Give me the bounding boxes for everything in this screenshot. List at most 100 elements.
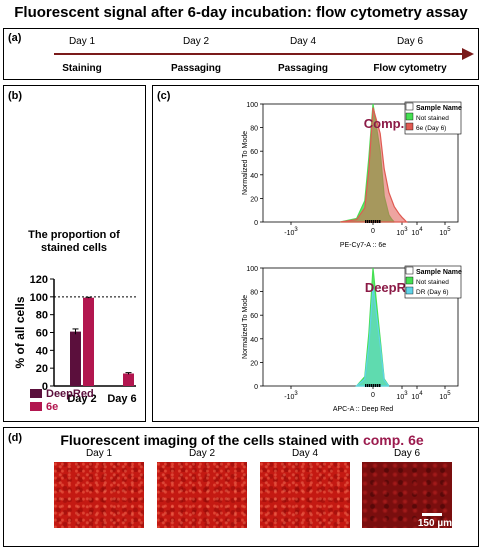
panel-c: (c) 0 20 40 60 80 100 Normalized To Mode -103 0 1… [152, 85, 479, 422]
hist-y-tick-label: 100 [246, 102, 258, 109]
hist-event-mark [377, 384, 379, 387]
hist-y-axis-label: Normalized To Mode [242, 295, 249, 359]
hist-event-mark [369, 384, 371, 387]
timeline-day-4: Day 4 [289, 36, 317, 47]
bar-y-tick-label: 120 [30, 274, 48, 286]
bar-y-tick-label: 100 [30, 292, 48, 304]
hist-legend-swatch [405, 112, 414, 121]
fluorescence-image-day-4 [260, 462, 350, 528]
hist-event-mark [377, 220, 379, 223]
bar-chart-title: The proportion of stained cells [28, 229, 120, 254]
scale-bar-label: 150 µm [417, 518, 452, 529]
hist-legend-header-swatch [405, 102, 414, 111]
hist-y-tick-label: 20 [250, 196, 258, 203]
hist-x-tick-label: 105 [439, 227, 451, 237]
panel-b: (b) The proportion of stained cells % of a… [3, 85, 146, 422]
hist-event-mark [365, 384, 367, 387]
hist-legend-title: Sample Name [416, 269, 462, 276]
timeline-arrow [54, 48, 474, 60]
panel-a: (a) Day 1 Day 2 Day 4 Day 6 Staining Pas… [3, 28, 479, 80]
bar-y-tick-label: 40 [36, 345, 48, 357]
hist-legend-swatch [405, 122, 414, 131]
hist-x-axis-label: APC-A :: Deep Red [333, 406, 393, 412]
panel-b-label: (b) [8, 90, 23, 102]
image-day-1-label: Day 1 [85, 448, 113, 459]
hist-x-tick-label: 103 [396, 391, 408, 401]
hist-event-mark [367, 384, 369, 387]
hist-legend-box [404, 101, 462, 135]
hist-x-tick-label: 103 [396, 227, 408, 237]
fluorescence-image-day-1 [54, 462, 144, 528]
bar-y-tick-label: 60 [36, 328, 48, 340]
legend-swatch [30, 389, 42, 398]
hist-event-mark [373, 220, 375, 223]
hist-legend-swatch [405, 276, 414, 285]
hist-event-mark [375, 384, 377, 387]
fluorescence-image-day-2 [157, 462, 247, 528]
bar [123, 373, 134, 386]
hist-event-mark [379, 220, 381, 223]
panel-a-label: (a) [8, 32, 22, 44]
hist-legend-label: 6e (Day 6) [416, 125, 446, 132]
hist-y-tick-label: 100 [246, 266, 258, 273]
panel-d-title: Fluorescent imaging of the cells stained… [4, 432, 480, 448]
legend-swatch [30, 402, 42, 411]
legend-label: DeepRed [46, 388, 94, 400]
timeline-day-2: Day 2 [182, 36, 210, 47]
hist-y-tick-label: 20 [250, 360, 258, 367]
hist-x-tick-label: 0 [371, 228, 375, 235]
timeline-stage-3: Passaging [277, 63, 329, 74]
hist-y-tick-label: 0 [254, 220, 258, 227]
hist-event-mark [365, 220, 367, 223]
image-day-6-label: Day 6 [393, 448, 421, 459]
bar-y-axis-label: % of all cells [13, 296, 27, 368]
hist-x-tick-label: 104 [411, 391, 423, 401]
panel-c-label: (c) [157, 90, 171, 102]
hist-y-tick-label: 40 [250, 337, 258, 344]
hist-legend-label: DR (Day 6) [416, 289, 449, 296]
hist-event-mark [371, 384, 373, 387]
hist-y-tick-label: 60 [250, 149, 258, 156]
bar-category-label: Day 2 [67, 393, 96, 405]
hist-series-1 [340, 107, 409, 223]
bar-y-tick-label: 20 [36, 363, 48, 375]
hist-y-tick-label: 80 [250, 290, 258, 297]
bar-category-label: Day 6 [107, 393, 136, 405]
panel-d-label: (d) [8, 432, 23, 444]
timeline-day-1: Day 1 [68, 36, 96, 47]
hist-event-mark [369, 220, 371, 223]
hist-event-mark [373, 384, 375, 387]
bar [83, 297, 94, 386]
panel-d-title-highlight: comp. 6e [362, 432, 424, 448]
main-title: Fluorescent signal after 6-day incubatio… [14, 4, 468, 21]
bar [70, 331, 81, 386]
hist-event-mark [367, 220, 369, 223]
bar-y-tick-label: 80 [36, 310, 48, 322]
hist-y-tick-label: 60 [250, 313, 258, 320]
hist-legend-title: Sample Name [416, 105, 462, 112]
hist-x-tick-label: 105 [439, 391, 451, 401]
hist-x-tick-label: -103 [284, 391, 298, 401]
hist-x-tick-label: 0 [371, 392, 375, 399]
hist-y-tick-label: 0 [254, 384, 258, 391]
hist-x-tick-label: 104 [411, 227, 423, 237]
hist-event-mark [371, 220, 373, 223]
hist-y-tick-label: 40 [250, 173, 258, 180]
timeline-day-6: Day 6 [396, 36, 424, 47]
bar-chart: The proportion of stained cells % of all c… [13, 229, 137, 413]
hist-y-axis-label: Normalized To Mode [242, 131, 249, 195]
scale-bar [422, 513, 442, 516]
hist-legend-label: Not stained [416, 279, 449, 286]
hist-y-tick-label: 80 [250, 126, 258, 133]
hist-x-axis-label: PE-Cy7-A :: 6e [340, 242, 386, 248]
hist-x-tick-label: -103 [284, 227, 298, 237]
hist-event-mark [379, 384, 381, 387]
image-day-4-label: Day 4 [291, 448, 319, 459]
legend-label: 6e [46, 401, 58, 413]
timeline-stage-2: Passaging [170, 63, 222, 74]
panel-d-title-text: Fluorescent imaging of the cells stained… [60, 432, 363, 448]
hist-legend-label: Not stained [416, 115, 449, 122]
bar-y-tick-label: 0 [42, 381, 48, 393]
